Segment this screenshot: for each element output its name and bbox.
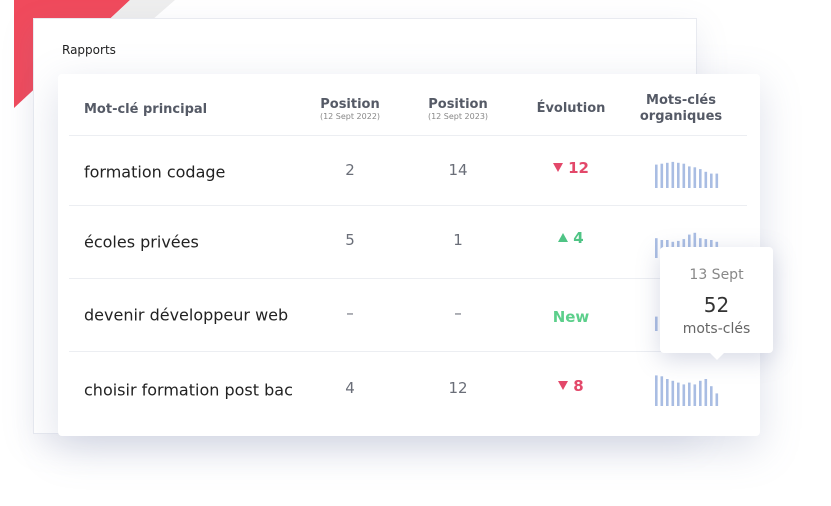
evolution-arrow (558, 233, 569, 242)
spark-bar (677, 162, 680, 188)
row-divider (69, 351, 747, 352)
evolution: 8 (536, 377, 606, 395)
keyword: choisir formation post bac (84, 380, 293, 400)
header: Évolution (536, 101, 606, 116)
position-2023: – (454, 304, 462, 322)
spark-bar (704, 171, 708, 188)
spark-bar (688, 382, 691, 406)
spark-bar (699, 169, 702, 188)
spark-bar (660, 376, 664, 406)
position-2023: 1 (453, 231, 463, 249)
spark-bar (693, 232, 697, 258)
keyword: devenir développeur web (84, 305, 289, 325)
spark-bar (710, 173, 713, 188)
keyword: formation codage (84, 162, 226, 182)
evolution-value: 8 (573, 377, 584, 395)
evolution-arrow (558, 381, 569, 390)
position-2022: 2 (345, 161, 355, 179)
header-sub: (12 Sept 2022) (319, 112, 381, 121)
spark-bar (704, 379, 708, 406)
tooltip: 13 Sept 52 mots-clés (660, 247, 773, 360)
row-divider (69, 205, 747, 206)
spark-bar (688, 234, 691, 258)
header: Position (12 Sept 2023) (398, 97, 518, 121)
evolution-value: 12 (568, 159, 589, 177)
header: Mots-clés organiques (639, 93, 723, 124)
row-divider (69, 278, 747, 279)
evolution-value: 4 (573, 229, 584, 247)
row-divider (69, 135, 747, 136)
sparkline (655, 161, 719, 188)
evolution-arrow (553, 163, 564, 172)
spark-bar (660, 163, 664, 188)
spark-bar (682, 163, 686, 188)
spark-bar (715, 393, 719, 406)
spark-bar (715, 173, 719, 188)
position-2023: 12 (448, 379, 468, 397)
spark-bar (655, 375, 658, 406)
keyword-table: Mot-clé principal Position (12 Sept 2022)… (58, 74, 760, 436)
spark-bar (666, 162, 669, 188)
spark-bar (655, 164, 658, 188)
spark-bar (693, 384, 697, 406)
spark-bar (682, 384, 686, 406)
header: Mot-clé principal (84, 102, 208, 117)
card-title: Rapports (62, 43, 116, 57)
evolution: New (536, 308, 606, 326)
position-2022: 4 (345, 379, 355, 397)
keyword: écoles privées (84, 232, 199, 252)
header: Position (12 Sept 2022) (290, 97, 410, 121)
spark-bar (710, 386, 713, 406)
spark-bar (671, 380, 675, 406)
position-2022: 5 (345, 231, 355, 249)
spark-bar (655, 238, 658, 258)
header-sub: (12 Sept 2023) (427, 112, 489, 121)
spark-bar (666, 379, 669, 406)
header-label: Position (428, 97, 488, 112)
sparkline (655, 375, 719, 406)
spark-bar (671, 161, 675, 188)
tooltip-value: 52 (703, 293, 730, 317)
evolution: 12 (536, 159, 606, 177)
evolution: 4 (536, 229, 606, 247)
spark-bar (677, 382, 680, 406)
tooltip-date: 13 Sept (689, 267, 744, 283)
spark-bar (699, 380, 702, 406)
tooltip-unit: mots-clés (682, 321, 751, 337)
position-2023: 14 (448, 161, 468, 179)
evolution-value: New (552, 308, 590, 326)
spark-bar (693, 167, 697, 188)
spark-bar (655, 316, 658, 331)
spark-bar (688, 166, 691, 188)
position-2022: – (346, 304, 354, 322)
header-label: Position (320, 97, 380, 112)
